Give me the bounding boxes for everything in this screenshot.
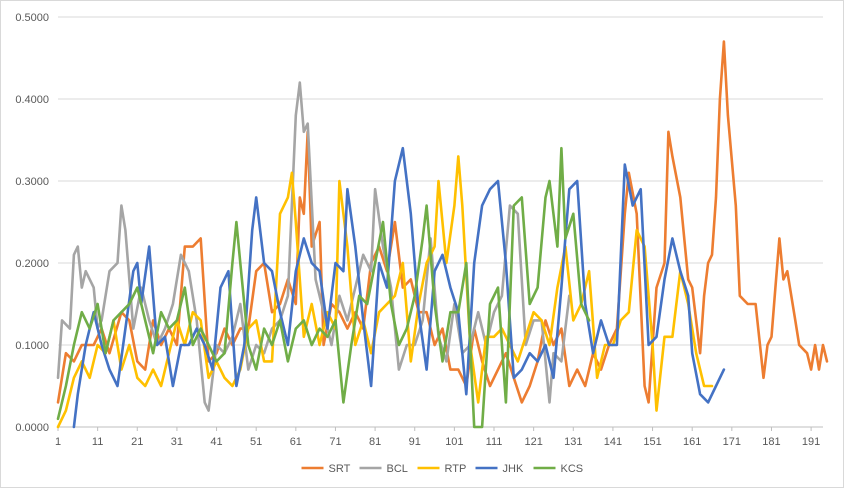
y-tick-label: 0.2000 — [15, 258, 49, 270]
x-tick-label: 101 — [445, 436, 463, 448]
legend-label: RTP — [445, 463, 467, 475]
y-axis: 0.0000 0.1000 0.2000 0.3000 0.4000 0.5000 — [15, 12, 49, 434]
legend-item-rtp: RTP — [417, 463, 467, 475]
x-tick-label: 91 — [409, 436, 421, 448]
x-tick-label: 21 — [131, 436, 143, 448]
x-tick-label: 51 — [250, 436, 262, 448]
x-tick-label: 161 — [683, 436, 701, 448]
x-tick-label: 151 — [643, 436, 661, 448]
x-tick-label: 181 — [762, 436, 780, 448]
legend-label: JHK — [503, 463, 524, 475]
gridlines — [58, 16, 823, 428]
x-tick-label: 141 — [604, 436, 622, 448]
x-tick-label: 61 — [290, 436, 302, 448]
x-tick-label: 71 — [329, 436, 341, 448]
y-tick-label: 0.4000 — [15, 94, 49, 106]
x-tick-label: 121 — [524, 436, 542, 448]
legend-label: KCS — [561, 463, 584, 475]
legend-item-srt: SRT — [301, 463, 351, 475]
x-tick-label: 111 — [486, 436, 503, 448]
y-tick-label: 0.5000 — [15, 12, 49, 24]
x-tick-label: 31 — [171, 436, 183, 448]
y-tick-label: 0.0000 — [15, 422, 49, 434]
legend-label: SRT — [329, 463, 351, 475]
legend-item-jhk: JHK — [475, 463, 524, 475]
series-line-jhk — [72, 146, 726, 429]
series-line-rtp — [56, 155, 714, 429]
series-line-kcs — [56, 146, 591, 429]
y-tick-label: 0.3000 — [15, 176, 49, 188]
x-tick-label: 171 — [723, 436, 741, 448]
x-tick-label: 81 — [369, 436, 381, 448]
x-axis: 1 11 21 31 41 51 61 71 81 91 101 111 121 131 141 151 161… — [55, 427, 820, 448]
x-tick-label: 1 — [55, 436, 61, 448]
legend-item-kcs: KCS — [533, 463, 584, 475]
series-line-bcl — [56, 81, 571, 412]
legend-item-bcl: BCL — [359, 463, 408, 475]
x-tick-label: 41 — [210, 436, 222, 448]
x-tick-label: 191 — [802, 436, 820, 448]
y-tick-label: 0.1000 — [15, 340, 49, 352]
legend-label: BCL — [387, 463, 408, 475]
legend: SRT BCL RTP JHK KCS — [301, 463, 584, 475]
series-lines — [56, 40, 829, 429]
x-tick-label: 131 — [564, 436, 582, 448]
x-tick-label: 11 — [92, 436, 103, 448]
